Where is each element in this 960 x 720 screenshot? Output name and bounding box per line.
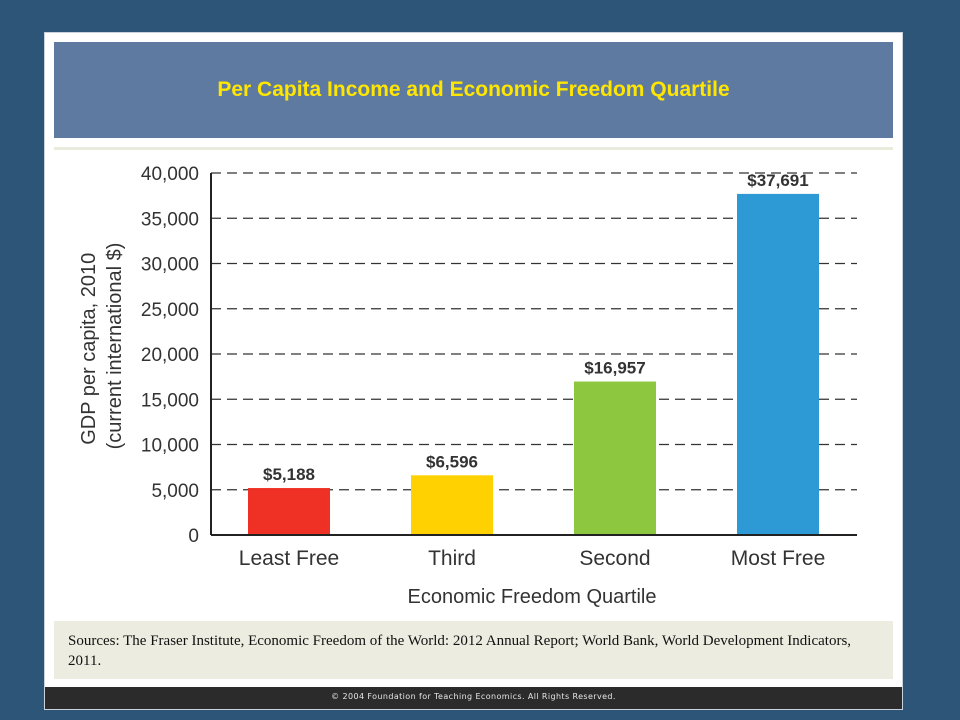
chart-area: 0 5,000 10,000 15,000 20,000 25,000 30,000 35,0… xyxy=(54,147,893,623)
slide-title: Per Capita Income and Economic Freedom Q… xyxy=(217,78,730,101)
labels: 0 5,000 10,000 15,000 20,000 25,000 30,000 35,0… xyxy=(141,164,825,570)
bar-value-label: $6,596 xyxy=(426,452,478,471)
bar-value-label: $5,188 xyxy=(263,465,315,484)
gridlines xyxy=(211,172,857,491)
x-tick-label: Second xyxy=(579,547,650,570)
y-tick-label: 0 xyxy=(188,526,199,547)
y-axis-title-line-1: GDP per capita, 2010 xyxy=(78,253,100,445)
y-tick-label: 25,000 xyxy=(141,300,199,321)
bar-chart: 0 5,000 10,000 15,000 20,000 25,000 30,000 35,0… xyxy=(78,164,857,608)
sources-box: Sources: The Fraser Institute, Economic … xyxy=(54,621,893,679)
y-axis-title-line-2: (current international $) xyxy=(104,243,126,450)
y-tick-label: 30,000 xyxy=(141,255,199,276)
copyright-notice: © 2004 Foundation for Teaching Economics… xyxy=(331,692,616,701)
bar-second xyxy=(574,381,656,535)
bar-third xyxy=(411,475,493,535)
x-tick-label: Least Free xyxy=(239,547,339,570)
y-tick-label: 5,000 xyxy=(151,481,199,502)
slide: Per Capita Income and Economic Freedom Q… xyxy=(44,32,903,710)
y-tick-label: 15,000 xyxy=(141,390,199,411)
y-tick-label: 40,000 xyxy=(141,164,199,185)
y-tick-label: 10,000 xyxy=(141,436,199,457)
y-tick-label: 20,000 xyxy=(141,345,199,366)
axes xyxy=(210,173,857,536)
x-axis-title: Economic Freedom Quartile xyxy=(408,586,657,608)
sources-note: Sources: The Fraser Institute, Economic … xyxy=(68,633,852,669)
bar-value-label: $16,957 xyxy=(584,359,645,378)
title-band: Per Capita Income and Economic Freedom Q… xyxy=(54,42,893,138)
bars xyxy=(248,193,819,535)
footer-strip: © 2004 Foundation for Teaching Economics… xyxy=(45,687,902,709)
x-tick-label: Third xyxy=(428,547,476,570)
bar-least-free xyxy=(248,488,330,535)
bar-value-label: $37,691 xyxy=(747,171,808,190)
bar-most-free xyxy=(737,193,819,535)
y-axis-title: GDP per capita, 2010 (current internatio… xyxy=(78,243,126,450)
x-tick-label: Most Free xyxy=(731,547,826,570)
y-tick-label: 35,000 xyxy=(141,209,199,230)
